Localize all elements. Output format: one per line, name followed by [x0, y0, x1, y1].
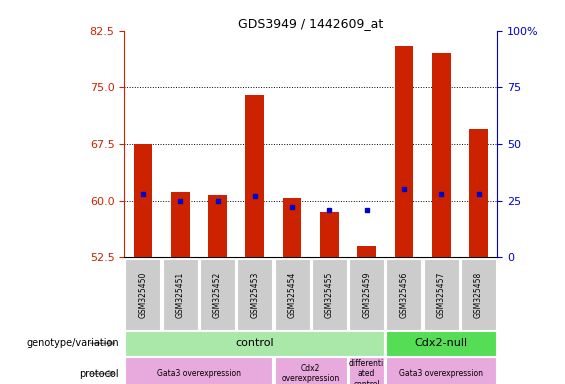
Title: GDS3949 / 1442609_at: GDS3949 / 1442609_at [238, 17, 384, 30]
Bar [432, 53, 450, 257]
Text: GSM325458: GSM325458 [474, 271, 483, 318]
Text: protocol: protocol [79, 369, 119, 379]
Bar [320, 212, 338, 257]
Text: Cdx2-null: Cdx2-null [415, 338, 468, 348]
Text: GSM325454: GSM325454 [288, 271, 297, 318]
Text: GSM325451: GSM325451 [176, 271, 185, 318]
Text: GSM325457: GSM325457 [437, 271, 446, 318]
Bar [245, 95, 264, 257]
Text: GSM325455: GSM325455 [325, 271, 334, 318]
Text: GSM325453: GSM325453 [250, 271, 259, 318]
Text: GSM325456: GSM325456 [399, 271, 408, 318]
Bar [469, 129, 488, 257]
Text: genotype/variation: genotype/variation [26, 338, 119, 348]
Text: GSM325459: GSM325459 [362, 271, 371, 318]
Bar [357, 246, 376, 257]
Text: Gata3 overexpression: Gata3 overexpression [157, 369, 241, 378]
Text: Cdx2
overexpression: Cdx2 overexpression [281, 364, 340, 383]
Bar [133, 144, 152, 257]
Text: differenti
ated
control: differenti ated control [349, 359, 384, 384]
Text: GSM325450: GSM325450 [138, 271, 147, 318]
Bar [282, 198, 301, 257]
Text: control: control [236, 338, 274, 348]
Bar [394, 46, 413, 257]
Bar [171, 192, 190, 257]
Bar [208, 195, 227, 257]
Text: Gata3 overexpression: Gata3 overexpression [399, 369, 483, 378]
Text: GSM325452: GSM325452 [213, 271, 222, 318]
